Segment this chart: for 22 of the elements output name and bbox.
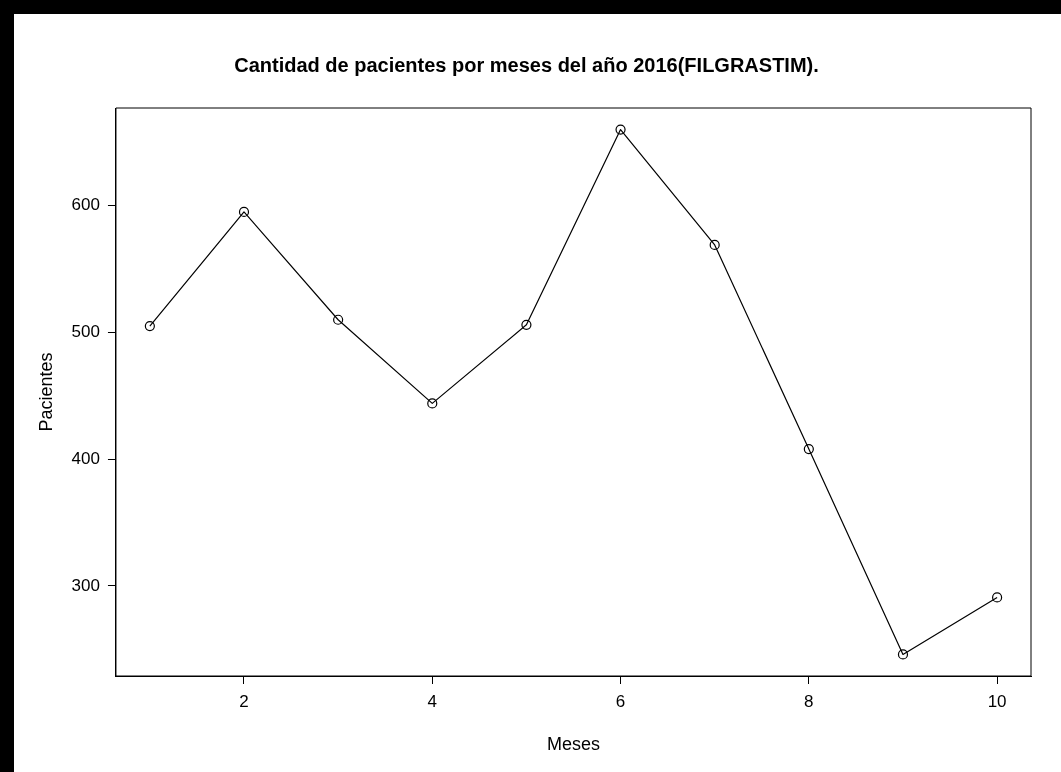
point [803, 443, 814, 455]
chart-title: Cantidad de pacientes por meses del año 2016(FILGRASTIM). [234, 53, 819, 76]
point [897, 649, 909, 660]
point [615, 124, 626, 135]
point [238, 206, 250, 218]
point [992, 592, 1003, 603]
x-tick-label: 4 [427, 691, 438, 711]
x-tick-label: 6 [615, 691, 626, 711]
y-tick-label: 400 [71, 448, 100, 468]
y-tick-label: 600 [71, 195, 100, 215]
x-tick-label: 8 [804, 691, 814, 711]
point [709, 239, 720, 251]
y-tick-label: 300 [71, 575, 100, 595]
point [333, 314, 344, 325]
point [427, 398, 438, 409]
x-axis-title: Meses [546, 734, 600, 755]
point [521, 319, 532, 330]
y-tick-label: 500 [71, 322, 100, 342]
x-tick-label: 2 [239, 691, 249, 711]
y-axis-title: Pacientes [35, 352, 56, 432]
point [144, 320, 155, 332]
x-tick-label: 10 [987, 691, 1007, 711]
